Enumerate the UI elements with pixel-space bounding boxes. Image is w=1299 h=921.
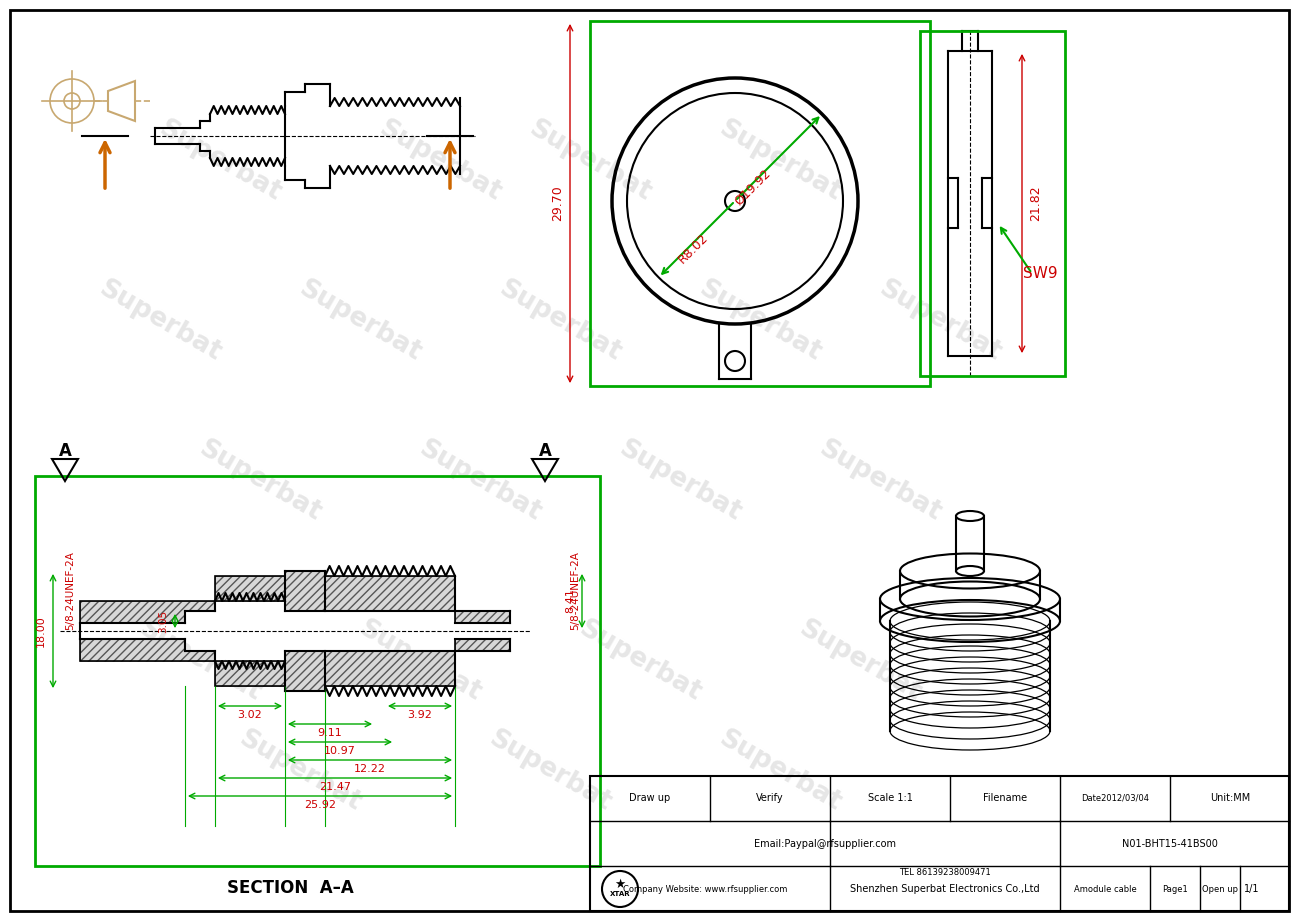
Polygon shape [81,639,216,661]
Polygon shape [325,576,455,611]
Text: Superbat: Superbat [374,115,505,206]
Text: Superbat: Superbat [874,275,1005,367]
Text: Superbat: Superbat [355,615,486,706]
Text: Superbat: Superbat [195,436,326,527]
Text: Superbat: Superbat [714,726,846,817]
Text: Superbat: Superbat [295,275,426,367]
Text: Unit:MM: Unit:MM [1209,793,1250,803]
Text: XTAR: XTAR [609,891,630,897]
Text: SW9: SW9 [1022,266,1057,281]
Text: 8.41: 8.41 [565,589,575,613]
Text: Superbat: Superbat [494,275,626,367]
Polygon shape [284,651,325,691]
Text: 3.05: 3.05 [158,610,168,633]
Text: Scale 1:1: Scale 1:1 [868,793,912,803]
Text: N01-BHT15-41BS00: N01-BHT15-41BS00 [1122,839,1218,849]
Text: Superbat: Superbat [134,615,266,706]
Polygon shape [81,601,216,623]
Text: TEL 86139238009471: TEL 86139238009471 [899,868,991,877]
Text: 3.02: 3.02 [238,710,262,720]
Text: Page1: Page1 [1163,884,1187,893]
Text: Ø19.92: Ø19.92 [733,167,774,207]
Text: 25.92: 25.92 [304,800,336,810]
Text: 29.70: 29.70 [552,186,565,221]
Text: Superbat: Superbat [95,275,226,367]
Text: 3.92: 3.92 [408,710,433,720]
Text: SECTION  A–A: SECTION A–A [226,879,353,897]
Text: Amodule cable: Amodule cable [1074,884,1137,893]
Text: 21.47: 21.47 [320,782,351,792]
Text: Superbat: Superbat [485,726,616,817]
Text: 1/1: 1/1 [1244,884,1260,894]
Text: Filename: Filename [983,793,1028,803]
Text: Superbat: Superbat [794,615,926,706]
Text: Superbat: Superbat [234,726,366,817]
Text: Superbat: Superbat [414,436,546,527]
Polygon shape [216,576,284,601]
Text: R8.02: R8.02 [675,231,711,266]
Bar [590,776,1289,911]
Text: 18.00: 18.00 [36,615,45,647]
Text: Superbat: Superbat [155,115,286,206]
Bar [590,21,930,386]
Text: A: A [58,442,71,460]
Text: 10.97: 10.97 [323,746,356,756]
Text: Date2012/03/04: Date2012/03/04 [1081,794,1150,802]
Polygon shape [325,651,455,686]
Text: 9.11: 9.11 [318,728,343,738]
Polygon shape [455,611,511,623]
Text: Email:Paypal@rfsupplier.com: Email:Paypal@rfsupplier.com [753,839,896,849]
Text: Superbat: Superbat [694,275,826,367]
Text: 5/8-24UNEF-2A: 5/8-24UNEF-2A [570,552,579,631]
Text: 21.82: 21.82 [1030,186,1043,221]
Text: Draw up: Draw up [630,793,670,803]
Text: Superbat: Superbat [714,115,846,206]
Polygon shape [455,639,511,651]
Text: Verify: Verify [756,793,783,803]
Text: Superbat: Superbat [614,436,746,527]
Text: Superbat: Superbat [525,115,656,206]
Text: ★: ★ [614,878,626,891]
Text: Shenzhen Superbat Electronics Co.,Ltd: Shenzhen Superbat Electronics Co.,Ltd [850,884,1039,894]
Text: 5/8-24UNEF-2A: 5/8-24UNEF-2A [65,552,75,631]
Bar [35,476,600,866]
Text: Company Website: www.rfsupplier.com: Company Website: www.rfsupplier.com [622,884,787,893]
Text: Open up: Open up [1202,884,1238,893]
Polygon shape [216,661,284,686]
Text: Superbat: Superbat [574,615,705,706]
Text: A: A [539,442,552,460]
Bar [920,31,1065,376]
Text: 12.22: 12.22 [355,764,386,774]
Polygon shape [284,571,325,611]
Text: Superbat: Superbat [814,436,946,527]
